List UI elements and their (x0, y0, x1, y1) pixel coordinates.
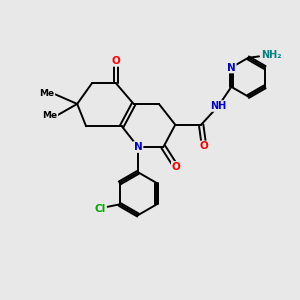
Text: Me: Me (42, 111, 57, 120)
Text: O: O (111, 56, 120, 66)
Text: N: N (227, 62, 236, 73)
Text: Me: Me (39, 89, 54, 98)
Text: N: N (134, 142, 142, 152)
Text: NH₂: NH₂ (262, 50, 282, 61)
Text: NH: NH (210, 101, 226, 111)
Text: O: O (200, 141, 208, 152)
Text: O: O (172, 162, 181, 172)
Text: Cl: Cl (94, 204, 105, 214)
